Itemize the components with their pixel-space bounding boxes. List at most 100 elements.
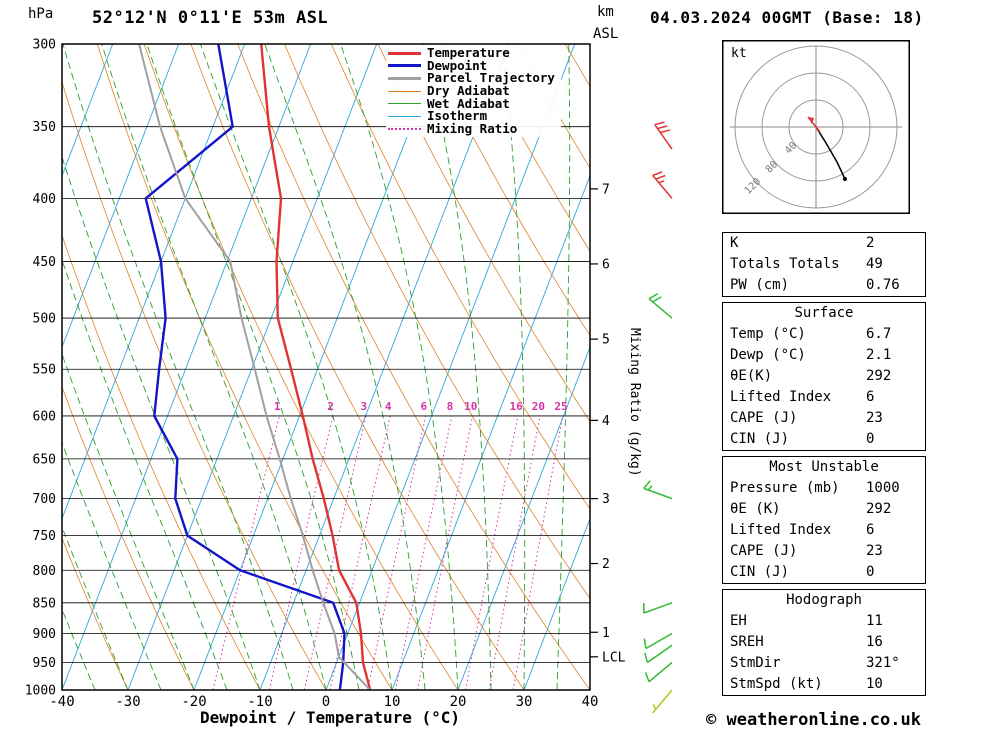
hodograph-ring [761,72,871,182]
stat-value: 11 [866,613,883,629]
hodograph-ring [788,99,844,155]
km-tick-label: 5 [602,333,610,348]
stat-value: 292 [866,368,892,384]
km-axis-ticks: 7 6 5 4 3 2 1 LCL [590,182,626,665]
stat-label: Lifted Index [730,389,832,405]
mixing-ratio-value-label: 3 [361,400,368,413]
pressure-tick-label: 800 [33,564,56,579]
stat-label: CIN (J) [730,431,790,447]
isotherm-line-swatch [388,115,421,117]
hodograph-trace [815,126,846,180]
legend-item-temperature: Temperature [388,47,555,60]
stat-row-lifted-index: Lifted Index 6 [723,387,925,408]
stats-box-title: Hodograph [786,592,862,608]
stat-value: 0 [866,431,875,447]
stat-value: 6 [866,389,875,405]
mixing-ratio-axis-label: Mixing Ratio (g/kg) [627,328,642,477]
stat-label: CAPE (J) [730,410,798,426]
x-axis-label: Dewpoint / Temperature (°C) [199,708,461,727]
temp-tick-label: 20 [450,694,467,710]
legend-item-parcel-trajectory: Parcel Trajectory [388,72,555,85]
mixing-ratio-value-label: 6 [420,400,427,413]
sounding-profiles [138,44,372,690]
dry-adiabat-line-swatch [388,90,421,92]
stat-row-e-k: θE(K) 292 [723,366,925,387]
pressure-axis-unit: hPa [28,6,54,22]
stat-row-cape-j: CAPE (J) 23 [723,541,925,562]
mixing-ratio-value-label: 4 [385,400,392,413]
run-datetime: 04.03.2024 00GMT (Base: 18) [650,8,924,27]
legend-label: Parcel Trajectory [427,70,555,86]
stat-row-cin-j: CIN (J) 0 [723,562,925,583]
parcel-trajectory-line-swatch [388,76,421,80]
legend-item-dewpoint: Dewpoint [388,57,555,73]
stats-box-most-unstable: Most Unstable Pressure (mb) 1000 θE (K) 292 L… [722,456,926,584]
pressure-tick-label: 700 [33,492,56,507]
stats-box-title: Surface [794,305,854,321]
mixing-ratio-value-label: 20 [532,400,545,413]
temp-tick-label: 40 [582,694,599,710]
dewpoint-curve [144,44,346,690]
stats-box-indices: K 2 Totals Totals 49 PW (cm) 0.76 [722,232,926,297]
pressure-tick-label: 300 [33,38,56,53]
stat-value: 10 [866,676,883,692]
parcel-trajectory-curve [138,44,371,690]
temp-tick-label: 10 [384,694,401,710]
stat-label: StmSpd (kt) [730,676,823,692]
pressure-tick-label: 600 [33,409,56,424]
stats-box-surface: Surface Temp (°C) 6.7 Dewp (°C) 2.1 θE(K) 292 L… [722,302,926,451]
pressure-tick-label: 950 [33,656,56,671]
stat-label: θE(K) [730,368,773,384]
stats-box-title: Most Unstable [769,459,879,475]
stat-row-eh: EH 11 [723,611,925,632]
stat-value: 23 [866,410,883,426]
stat-value: 2 [866,235,875,251]
legend-item-dry-adiabat: Dry Adiabat [388,83,555,99]
stat-label: CIN (J) [730,564,790,580]
temp-tick-label: -30 [115,694,140,710]
wind-barbs [643,121,673,714]
km-axis-label: km [597,4,614,20]
pressure-tick-label: 650 [33,452,56,467]
stat-label: Totals Totals [730,256,840,272]
station-title: 52°12'N 0°11'E 53m ASL [92,8,329,28]
temp-tick-labels: -40 -30 -20 -10 0 10 20 30 40 [49,694,598,710]
pressure-tick-labels: 300 350 400 450 500 550 600 650 700 750 800 850 900 9… [25,38,56,699]
wind-barb [644,661,673,683]
stat-label: Temp (°C) [730,326,806,342]
temp-tick-label: 0 [322,694,330,710]
wind-barb [652,171,673,199]
stat-value: 2.1 [866,347,892,363]
mixing-ratio-value-label: 8 [447,400,454,413]
pressure-tick-label: 850 [33,596,56,611]
wind-barb [654,121,673,150]
stats-panel: K 2 Totals Totals 49 PW (cm) 0.76 Surface Temp … [722,232,926,701]
pressure-tick-label: 400 [33,192,56,207]
dewpoint-line-swatch [388,64,421,68]
temperature-curve [260,44,372,690]
wind-barb [643,480,673,500]
wet-adiabat-line-swatch [388,103,421,105]
stat-row-totals-totals: Totals Totals 49 [723,254,925,275]
stat-row-lifted-index: Lifted Index 6 [723,520,925,541]
legend-label: Dry Adiabat [427,83,510,99]
stat-label: EH [730,613,747,629]
stat-row-dewp-c: Dewp (°C) 2.1 [723,345,925,366]
stat-row-pw-cm: PW (cm) 0.76 [723,275,925,296]
stat-row-pressure-mb: Pressure (mb) 1000 [723,478,925,499]
stat-value: 6 [866,522,875,538]
stat-row-temp-c: Temp (°C) 6.7 [723,324,925,345]
stat-value: 16 [866,634,883,650]
pressure-tick-label: 450 [33,255,56,270]
legend-label: Mixing Ratio [427,120,518,136]
mixing-ratio-value-labels: 1 2 3 4 6 8 10 16 20 25 [274,400,568,413]
stat-label: K [730,235,739,251]
mixing-ratio-value-label: 2 [327,400,334,413]
legend-label: Dewpoint [427,57,488,73]
isotherm-lines [62,44,590,690]
stat-label: CAPE (J) [730,543,798,559]
stat-label: PW (cm) [730,277,790,293]
mixing-ratio-value-label: 10 [464,400,477,413]
skewt-diagram: 1 2 3 4 6 8 10 16 20 2530035040045050055060065070… [25,38,673,714]
